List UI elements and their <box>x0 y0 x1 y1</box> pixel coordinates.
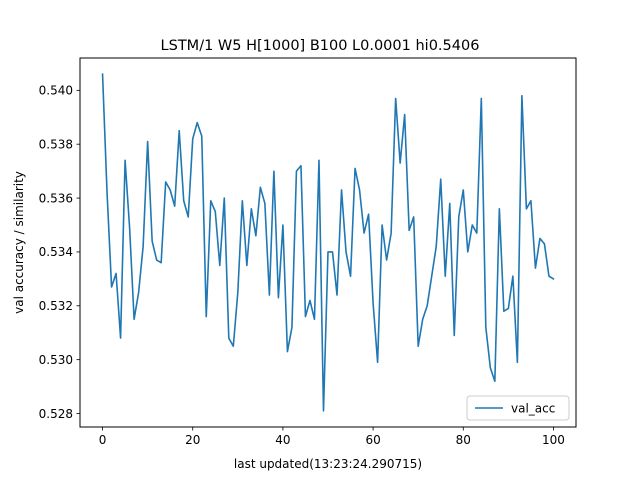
y-tick-label: 0.540 <box>39 84 73 98</box>
x-tick-label: 60 <box>365 433 380 447</box>
x-axis: 0 20 40 60 80 100 <box>99 427 565 447</box>
y-tick-label: 0.528 <box>39 407 73 421</box>
y-tick-label: 0.536 <box>39 191 73 205</box>
legend-label-val-acc: val_acc <box>511 402 555 416</box>
y-axis-label: val accuracy / similarity <box>12 171 26 314</box>
x-tick-label: 100 <box>542 433 565 447</box>
x-tick-label: 80 <box>456 433 471 447</box>
x-tick-label: 0 <box>99 433 107 447</box>
x-tick-label: 20 <box>185 433 200 447</box>
legend: val_acc <box>466 395 570 421</box>
x-axis-label: last updated(13:23:24.290715) <box>234 457 422 471</box>
series-line-val-acc <box>101 73 555 412</box>
y-tick-label: 0.530 <box>39 353 73 367</box>
legend-box <box>466 395 570 421</box>
chart-title: LSTM/1 W5 H[1000] B100 L0.0001 hi0.5406 <box>161 38 480 54</box>
y-axis: 0.528 0.530 0.532 0.534 0.536 0.538 0.540 <box>39 84 80 421</box>
y-tick-label: 0.534 <box>39 245 73 259</box>
y-tick-label: 0.532 <box>39 299 73 313</box>
axes-frame <box>79 57 577 428</box>
y-tick-label: 0.538 <box>39 137 73 151</box>
plot-area <box>79 57 577 428</box>
x-tick-label: 40 <box>275 433 290 447</box>
